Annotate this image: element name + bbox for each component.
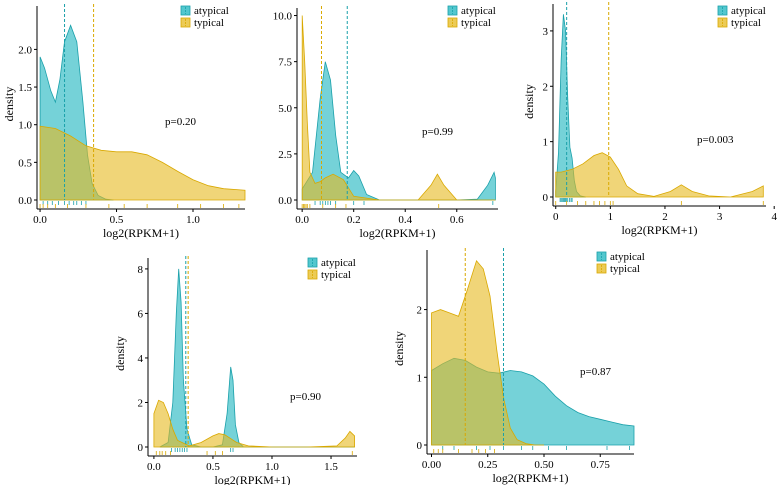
density-panel-4: 0 2 4 6 8 0.0 0.5 1.0 1.5 log2(RPKM+1) density p=0.… [113, 256, 357, 485]
y-tick-label: 0.5 [18, 157, 32, 169]
density-panel-2: 0.0 2.5 5.0 7.5 10.0 0.0 0.2 0.4 0.6 log2(RPKM+1)… [273, 5, 498, 240]
x-axis-label: log2(RPKM+1) [492, 471, 568, 485]
y-tick-label: 5.0 [278, 103, 292, 115]
x-tick-label: 4 [771, 211, 777, 223]
x-tick-label: 0.00 [422, 459, 442, 471]
x-tick-label: 0.5 [110, 214, 124, 226]
density-panel-5: 0 1 2 0.00 0.25 0.50 0.75 log2(RPKM+1) density p=… [392, 248, 645, 485]
y-tick-label: 7.5 [278, 57, 292, 69]
y-axis-label: density [113, 336, 127, 371]
x-axis-label: log2(RPKM+1) [103, 226, 179, 240]
legend-label-typical: typical [321, 269, 351, 281]
legend-label-typical: typical [194, 17, 224, 29]
p-value-annotation: p=0.87 [580, 366, 611, 378]
x-tick-label: 2 [662, 211, 668, 223]
x-tick-label: 1 [608, 211, 614, 223]
density-panel-3: 0 1 2 3 0 1 2 3 4 log2(RPKM+1) density p=0.003 atypi… [522, 2, 777, 237]
x-axis-label: log2(RPKM+1) [214, 473, 290, 485]
p-value-annotation: p=0.20 [165, 116, 196, 128]
y-tick-label: 3 [543, 26, 549, 38]
x-tick-label: 0 [553, 211, 559, 223]
typical-density-area [153, 399, 355, 448]
x-tick-label: 0.0 [33, 214, 47, 226]
y-tick-label: 2 [138, 397, 144, 409]
legend-label-atypical: atypical [321, 257, 356, 269]
y-tick-label: 0 [417, 440, 423, 452]
y-tick-label: 0.0 [18, 195, 32, 207]
y-tick-label: 0.0 [278, 195, 292, 207]
y-tick-label: 2.5 [278, 149, 292, 161]
legend-label-atypical: atypical [610, 251, 645, 263]
y-axis-label: density [2, 87, 16, 122]
p-value-annotation: p=0.99 [422, 126, 453, 138]
y-tick-label: 2.0 [18, 44, 32, 56]
x-axis-label: log2(RPKM+1) [359, 226, 435, 240]
x-tick-label: 0.4 [398, 214, 412, 226]
typical-density-area [431, 259, 544, 446]
legend-label-atypical: atypical [731, 5, 766, 17]
y-tick-label: 0 [138, 442, 144, 454]
typical-density-area [39, 125, 246, 201]
x-tick-label: 0.75 [591, 459, 611, 471]
y-tick-label: 1 [543, 137, 549, 149]
p-value-annotation: p=0.003 [697, 134, 734, 146]
y-axis-label: density [392, 331, 406, 366]
x-tick-label: 0.0 [295, 214, 309, 226]
y-tick-label: 0 [543, 192, 549, 204]
x-tick-label: 0.2 [347, 214, 361, 226]
atypical-density-area [159, 268, 355, 448]
y-tick-label: 1.0 [18, 120, 32, 132]
x-tick-label: 0.25 [478, 459, 498, 471]
p-value-annotation: p=0.90 [290, 391, 321, 403]
y-tick-label: 4 [138, 353, 144, 365]
legend-label-atypical: atypical [194, 5, 229, 17]
x-axis-label: log2(RPKM+1) [621, 223, 697, 237]
legend-label-typical: typical [461, 17, 491, 29]
y-tick-label: 10.0 [273, 11, 293, 23]
x-tick-label: 3 [717, 211, 723, 223]
x-tick-label: 0.50 [534, 459, 554, 471]
y-tick-label: 1 [417, 372, 423, 384]
x-tick-label: 1.5 [324, 461, 338, 473]
x-tick-label: 0.6 [450, 214, 464, 226]
density-panel-1: 0.0 0.5 1.0 1.5 2.0 0.0 0.5 1.0 log2(RPKM+1) dens… [2, 4, 246, 240]
y-tick-label: 8 [138, 264, 144, 276]
y-tick-label: 2 [543, 81, 549, 93]
legend-label-atypical: atypical [461, 5, 496, 17]
x-tick-label: 0.0 [147, 461, 161, 473]
x-tick-label: 1.0 [265, 461, 279, 473]
y-tick-label: 1.5 [18, 82, 32, 94]
legend-label-typical: typical [731, 17, 761, 29]
y-tick-label: 6 [138, 308, 144, 320]
y-axis-label: density [522, 84, 536, 119]
x-tick-label: 1.0 [186, 214, 200, 226]
y-tick-label: 2 [417, 305, 423, 317]
x-tick-label: 0.5 [206, 461, 220, 473]
typical-density-area [555, 152, 764, 198]
legend-label-typical: typical [610, 263, 640, 275]
